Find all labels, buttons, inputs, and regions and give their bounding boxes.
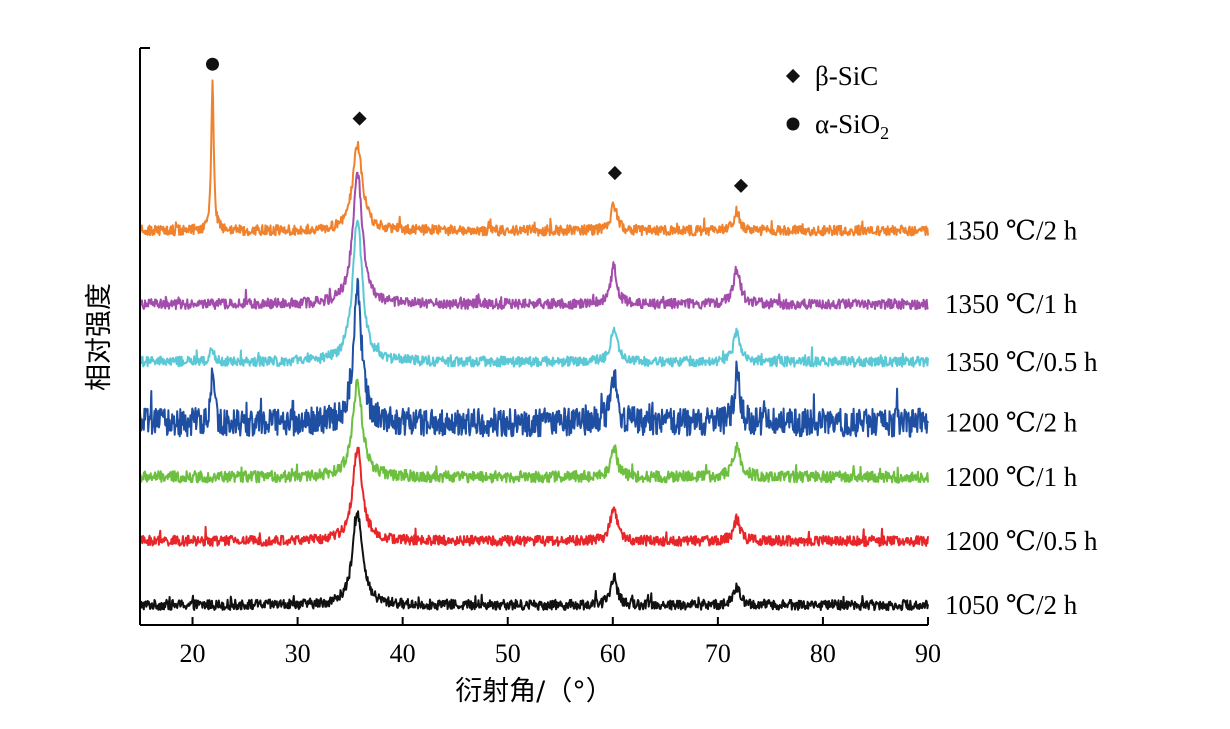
series-label-2: 1200 ℃/1 h: [945, 462, 1078, 492]
series-line-6: [139, 79, 929, 237]
axes-group: 20 30 40 50 60 70 80 90: [139, 47, 941, 668]
plot-series-group: [139, 57, 929, 612]
series-line-3: [139, 277, 929, 438]
beta-sic-marker: [352, 111, 367, 126]
x-tick-label: 50: [495, 639, 521, 668]
legend: β-SiC α-SiO2: [785, 61, 889, 143]
x-tick-label: 70: [705, 639, 731, 668]
alpha-sio2-marker: [205, 57, 219, 71]
x-tick-label: 60: [600, 639, 626, 668]
legend-circle-icon: [786, 117, 800, 131]
series-labels-group: 1050 ℃/2 h 1200 ℃/0.5 h 1200 ℃/1 h 1200 ℃/2…: [945, 216, 1098, 620]
x-tick-label: 30: [285, 639, 311, 668]
legend-label-0: β-SiC: [815, 61, 878, 91]
series-label-5: 1350 ℃/1 h: [945, 289, 1078, 319]
x-tick-label: 20: [180, 639, 206, 668]
beta-sic-marker: [733, 178, 749, 193]
series-line-0: [139, 510, 929, 612]
legend-label-1: α-SiO2: [815, 109, 889, 143]
x-tick-label: 90: [915, 639, 941, 668]
series-label-6: 1350 ℃/2 h: [945, 216, 1078, 246]
x-axis-label: 衍射角/（°）: [455, 676, 613, 707]
series-label-4: 1350 ℃/0.5 h: [945, 347, 1098, 377]
series-label-1: 1200 ℃/0.5 h: [945, 526, 1098, 556]
series-label-0: 1050 ℃/2 h: [945, 590, 1078, 620]
legend-diamond-icon: [785, 68, 801, 84]
series-line-2: [139, 378, 929, 484]
series-line-1: [139, 446, 929, 548]
series-line-5: [139, 171, 929, 311]
x-tick-label: 40: [390, 639, 416, 668]
series-line-4: [139, 219, 929, 368]
series-label-3: 1200 ℃/2 h: [945, 408, 1078, 438]
y-axis-label: 相对强度: [84, 283, 115, 391]
x-tick-label: 80: [810, 639, 836, 668]
beta-sic-marker: [607, 165, 622, 181]
